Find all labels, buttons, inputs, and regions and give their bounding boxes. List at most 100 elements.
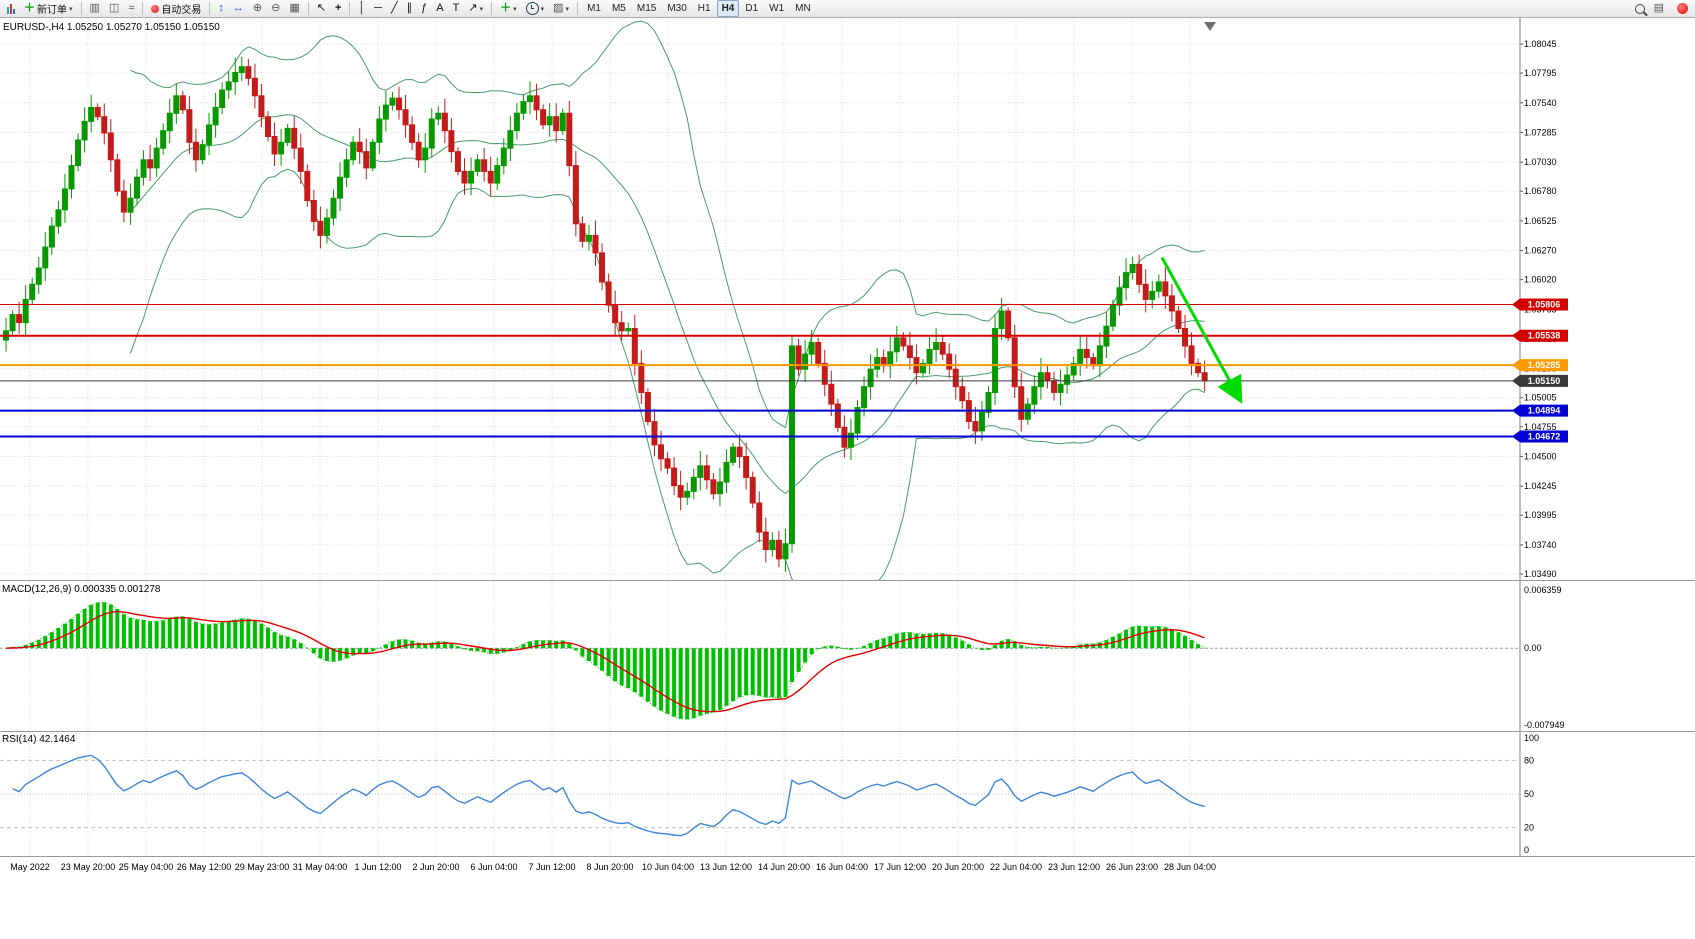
timeframe-H1[interactable]: H1 [697, 3, 711, 14]
separator [491, 2, 493, 15]
separator [349, 2, 351, 15]
svg-text:1.04755: 1.04755 [1524, 422, 1557, 432]
chevron-down-icon: ▾ [513, 5, 517, 13]
candlestick-chart-button[interactable]: ◫ [105, 1, 123, 16]
fibonacci-button[interactable]: ƒ [417, 1, 431, 16]
svg-text:1.03995: 1.03995 [1524, 510, 1557, 520]
svg-text:1.05806: 1.05806 [1528, 300, 1561, 310]
svg-text:0.00: 0.00 [1524, 643, 1542, 653]
svg-text:10 Jun 04:00: 10 Jun 04:00 [642, 862, 694, 872]
svg-text:100: 100 [1524, 733, 1539, 743]
crosshair-button[interactable]: + [331, 1, 345, 16]
auto-trading-status-icon [151, 4, 160, 13]
horizontal-line-icon: ─ [374, 2, 383, 14]
svg-text:1.06525: 1.06525 [1524, 216, 1557, 226]
svg-text:31 May 04:00: 31 May 04:00 [293, 862, 348, 872]
cursor-button[interactable]: ↖ [313, 1, 330, 16]
timeframe-M15[interactable]: M15 [636, 3, 657, 14]
svg-text:1 Jun 12:00: 1 Jun 12:00 [354, 862, 401, 872]
timeframe-group: M1 M5 M15 M30 H1 H4 D1 W1 MN [582, 0, 816, 17]
scale-vertical-icon: ↕ [218, 2, 224, 14]
svg-text:1.06780: 1.06780 [1524, 186, 1557, 196]
rsi-canvas[interactable]: 100 80 50 20 0 [0, 731, 1695, 856]
mini-chart-icon [7, 3, 15, 14]
svg-text:6 Jun 04:00: 6 Jun 04:00 [470, 862, 517, 872]
svg-text:1.07030: 1.07030 [1524, 157, 1557, 167]
window-bottom-filler [0, 877, 1695, 939]
plus-icon: ＋ [24, 2, 35, 14]
zoom-in-button[interactable]: ⊕ [249, 1, 266, 16]
svg-text:0.006359: 0.006359 [1524, 585, 1562, 595]
scale-horizontal-button[interactable]: ↔ [229, 1, 248, 16]
chart-area: EURUSD-,H4 1.05250 1.05270 1.05150 1.051… [0, 18, 1695, 939]
separator [80, 2, 82, 15]
auto-trading-label: 自动交易 [161, 5, 202, 16]
zoom-out-icon: ⊖ [271, 2, 281, 14]
bar-chart-icon: ▥ [89, 2, 100, 14]
macd-canvas[interactable]: 0.006359 0.00 -0.007949 [0, 580, 1695, 731]
label-tool-button[interactable]: T [449, 1, 464, 16]
arrow-tool-button[interactable]: ↗ ▾ [464, 1, 487, 16]
svg-text:1.04672: 1.04672 [1528, 431, 1561, 441]
svg-text:1.03740: 1.03740 [1524, 540, 1557, 550]
document-icon: ▤ [1653, 2, 1664, 14]
scale-vertical-button[interactable]: ↕ [214, 1, 228, 16]
line-chart-button[interactable]: ≈ [124, 1, 138, 16]
timeframe-W1[interactable]: W1 [769, 3, 785, 14]
zoom-in-icon: ⊕ [252, 2, 263, 14]
periods-button[interactable]: ▾ [522, 1, 549, 16]
chart-window-button[interactable] [3, 0, 19, 17]
svg-text:1.04245: 1.04245 [1524, 481, 1557, 491]
svg-text:29 May 23:00: 29 May 23:00 [235, 862, 290, 872]
svg-text:1.04500: 1.04500 [1524, 451, 1557, 461]
text-tool-icon: A [436, 2, 444, 14]
svg-text:80: 80 [1524, 755, 1534, 765]
horizontal-line-button[interactable]: ─ [370, 1, 386, 16]
data-window-button[interactable]: ▤ [1650, 1, 1668, 16]
zoom-out-button[interactable]: ⊖ [267, 1, 284, 16]
timeframe-MN[interactable]: MN [795, 3, 811, 14]
svg-text:0: 0 [1524, 845, 1529, 855]
svg-text:22 Jun 04:00: 22 Jun 04:00 [990, 862, 1042, 872]
search-icon [1634, 3, 1645, 14]
svg-text:13 Jun 12:00: 13 Jun 12:00 [700, 862, 752, 872]
svg-text:28 Jun 04:00: 28 Jun 04:00 [1164, 862, 1216, 872]
main-chart-canvas[interactable]: 1.08045 1.07795 1.07540 1.07285 1.07030 1.067… [0, 18, 1695, 580]
tile-windows-button[interactable]: ▦ [285, 1, 303, 16]
vertical-line-button[interactable]: │ [354, 1, 369, 16]
trendline-icon: ╱ [391, 2, 398, 14]
auto-trading-button[interactable]: 自动交易 [147, 1, 205, 16]
separator [307, 2, 309, 15]
tile-windows-icon: ▦ [289, 2, 300, 14]
indicators-button[interactable]: ＋ ▾ [496, 1, 521, 16]
notification-dot[interactable] [1677, 3, 1688, 14]
svg-text:20: 20 [1524, 823, 1534, 833]
fibonacci-icon: ƒ [421, 2, 428, 14]
svg-text:1.07285: 1.07285 [1524, 127, 1557, 137]
chevron-down-icon: ▾ [565, 5, 570, 13]
svg-text:1.05538: 1.05538 [1528, 331, 1561, 341]
svg-text:25 May 04:00: 25 May 04:00 [119, 862, 174, 872]
templates-button[interactable]: ▨ ▾ [549, 1, 573, 16]
timeframe-M5[interactable]: M5 [611, 3, 626, 14]
channel-icon: ∥ [406, 2, 413, 14]
svg-text:1.04894: 1.04894 [1528, 406, 1561, 416]
svg-text:26 May 12:00: 26 May 12:00 [177, 862, 232, 872]
quick-search-button[interactable] [1631, 1, 1649, 16]
indicators-icon: ＋ [500, 2, 512, 14]
timeframe-M30[interactable]: M30 [667, 3, 687, 14]
arrow-tool-icon: ↗ [468, 2, 478, 14]
channel-button[interactable]: ∥ [403, 1, 417, 16]
bar-chart-button[interactable]: ▥ [86, 1, 104, 16]
line-chart-icon: ≈ [128, 2, 135, 14]
timeframe-D1[interactable]: D1 [745, 3, 759, 14]
trendline-button[interactable]: ╱ [387, 1, 402, 16]
svg-text:16 Jun 04:00: 16 Jun 04:00 [816, 862, 868, 872]
text-tool-button[interactable]: A [432, 1, 447, 16]
separator [577, 2, 579, 15]
time-axis[interactable]: May 2022 23 May 20:00 25 May 04:00 26 May 1… [0, 856, 1695, 877]
timeframe-M1[interactable]: M1 [587, 3, 601, 14]
timeframe-H4[interactable]: H4 [716, 0, 740, 17]
svg-text:1.05150: 1.05150 [1528, 376, 1561, 386]
new-order-button[interactable]: ＋ 新订单 ▾ [20, 1, 77, 17]
